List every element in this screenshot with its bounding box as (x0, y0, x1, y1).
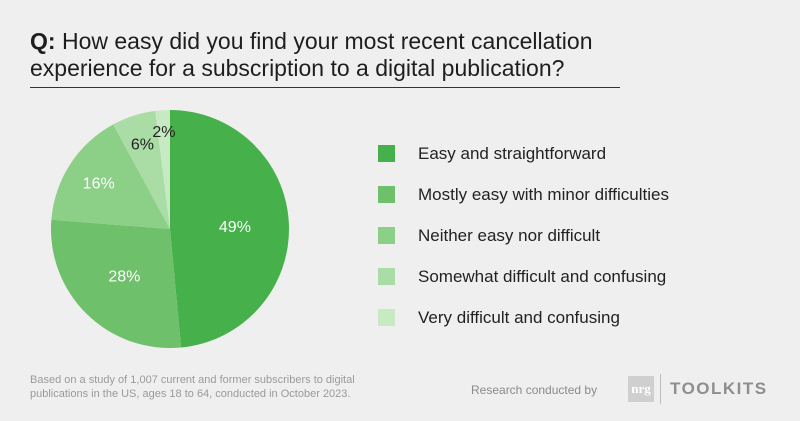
chart-title: Q: How easy did you find your most recen… (30, 28, 630, 82)
pie-slice-5 (155, 110, 170, 229)
legend-label: Easy and straightforward (418, 143, 607, 163)
legend-swatch (378, 309, 395, 326)
legend-label: Neither easy nor difficult (418, 225, 601, 245)
pie-slice-label-5: 2% (152, 124, 175, 141)
logo-divider (660, 374, 661, 404)
legend-swatch (378, 268, 395, 285)
pie-slice-1 (170, 110, 289, 348)
legend-item: Easy and straightforward (378, 133, 669, 174)
legend-item: Very difficult and confusing (378, 297, 669, 338)
legend-item: Mostly easy with minor difficulties (378, 174, 669, 215)
chart-legend: Easy and straightforward Mostly easy with… (378, 133, 669, 338)
legend-item: Neither easy nor difficult (378, 215, 669, 256)
question-prefix: Q: (30, 28, 56, 54)
pie-slice-label-4: 6% (131, 136, 154, 153)
pie-slice-label-3: 16% (83, 176, 115, 193)
legend-item: Somewhat difficult and confusing (378, 256, 669, 297)
legend-label: Very difficult and confusing (418, 307, 620, 327)
pie-slice-label-2: 28% (108, 268, 140, 285)
title-divider (30, 87, 620, 88)
pie-slice-label-1: 49% (219, 219, 251, 236)
legend-label: Somewhat difficult and confusing (418, 266, 667, 286)
nrg-logo: nrg (628, 376, 654, 402)
legend-swatch (378, 145, 395, 162)
pie-slice-4 (113, 110, 170, 229)
toolkits-logo: TOOLKITS (670, 379, 768, 398)
legend-swatch (378, 227, 395, 244)
footnote: Based on a study of 1,007 current and fo… (30, 374, 355, 400)
pie-slice-2 (50, 219, 182, 348)
question-text: How easy did you find your most recent c… (30, 28, 593, 81)
legend-label: Mostly easy with minor difficulties (418, 184, 669, 204)
legend-swatch (378, 186, 395, 203)
research-credit: Research conducted by (471, 383, 598, 397)
pie-slice-3 (51, 124, 170, 229)
pie-chart: 49% 28% 16% 6%2% (50, 110, 289, 348)
